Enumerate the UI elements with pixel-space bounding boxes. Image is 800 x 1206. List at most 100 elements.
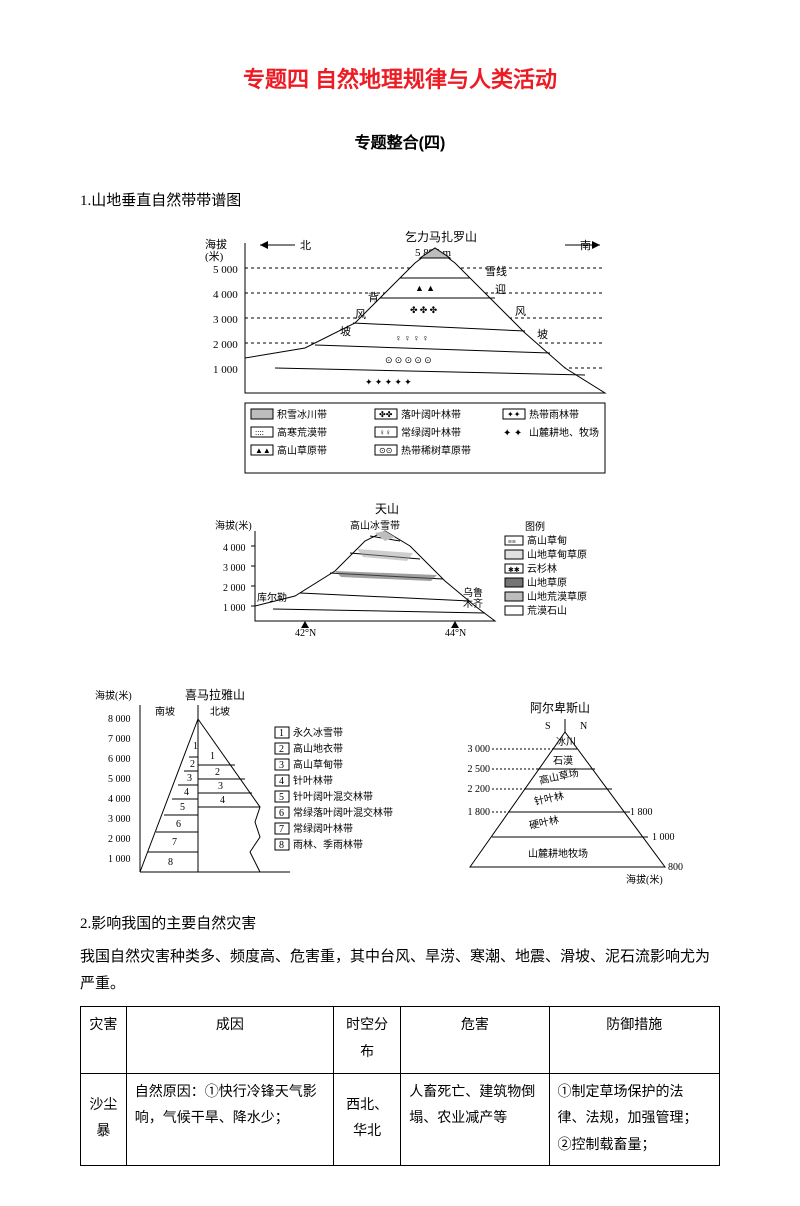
- rtick: 800: [668, 862, 683, 873]
- svg-text:1: 1: [210, 751, 215, 762]
- ytick: 3 000: [108, 814, 131, 825]
- svg-text:▲▲: ▲▲: [255, 446, 271, 455]
- svg-text:1: 1: [279, 728, 284, 739]
- svg-text:⊙⊙: ⊙⊙: [379, 446, 392, 455]
- fig2-ylabel: 海拔(米): [215, 519, 252, 532]
- legend-item: 针叶阔叶混交林带: [293, 790, 373, 803]
- legend-item: 常绿阔叶林带: [293, 822, 353, 835]
- ltick: 3 000: [468, 744, 491, 755]
- cell-prevent: ①制定草场保护的法律、法规，加强管理； ②控制载畜量；: [549, 1073, 719, 1166]
- cell-cause: 自然原因：①快行冷锋天气影响，气候干旱、降水少；: [126, 1073, 333, 1166]
- svg-text:✦✦: ✦✦: [507, 410, 521, 419]
- band: 山麓耕地牧场: [528, 847, 588, 860]
- ytick: 1 000: [223, 603, 246, 614]
- svg-text:::::: ::::: [255, 428, 264, 437]
- ytick: 7 000: [108, 734, 131, 745]
- slope-right: 风: [515, 305, 526, 318]
- legend-item: 山地草原: [527, 576, 567, 589]
- th-cause: 成因: [126, 1007, 333, 1073]
- band: 硬叶林: [528, 813, 560, 832]
- page-title: 专题四 自然地理规律与人类活动: [80, 60, 720, 100]
- legend-item: 山地荒漠草原: [527, 590, 587, 603]
- ltick: 2 200: [468, 784, 491, 795]
- svg-text:5: 5: [180, 802, 185, 813]
- ytick: 1 000: [108, 854, 131, 865]
- svg-text:✦ ✦ ✦ ✦ ✦: ✦ ✦ ✦ ✦ ✦: [365, 377, 412, 387]
- svg-text:8: 8: [279, 840, 284, 851]
- cell-dist: 西北、华北: [334, 1073, 401, 1166]
- ytick: 3 000: [223, 563, 246, 574]
- svg-text:3: 3: [279, 760, 284, 771]
- svg-text:2: 2: [190, 759, 195, 770]
- legend-item: 雨林、季雨林带: [293, 838, 363, 851]
- svg-text:4: 4: [220, 795, 225, 806]
- ytick: 2 000: [213, 339, 238, 351]
- band: 针叶林: [533, 789, 565, 808]
- svg-text:4: 4: [279, 776, 284, 787]
- section-2-intro: 我国自然灾害种类多、频度高、危害重，其中台风、旱涝、寒潮、地震、滑坡、泥石流影响…: [80, 944, 720, 998]
- svg-text:✱✱: ✱✱: [508, 566, 520, 574]
- left-lat: 42°N: [295, 628, 316, 639]
- figure-kilimanjaro: 海拔(米) 1 000 2 000 3 000 4 000 5 000 北 南 …: [80, 223, 720, 493]
- north-slope: 北坡: [210, 705, 230, 718]
- svg-text:3: 3: [218, 781, 223, 792]
- ytick: 5 000: [213, 264, 238, 276]
- legend-item: 高山地衣带: [293, 742, 343, 755]
- th-name: 灾害: [81, 1007, 127, 1073]
- slope-left: 背: [368, 290, 379, 304]
- y-axis-label: 海拔(米): [205, 237, 227, 263]
- ytick: 2 000: [223, 583, 246, 594]
- figure-alps: 阿尔卑斯山 S N 冰川 石漠 高山草场 针叶林 硬叶林 山麓耕地牧场 3 00…: [430, 697, 710, 897]
- cell-harm: 人畜死亡、建筑物倒塌、农业减产等: [401, 1073, 549, 1166]
- legend-item: 永久冰雪带: [293, 726, 343, 739]
- section-1-heading: 1.山地垂直自然带带谱图: [80, 188, 720, 215]
- ytick: 3 000: [213, 314, 238, 326]
- svg-text:3: 3: [187, 773, 192, 784]
- ytick: 6 000: [108, 754, 131, 765]
- legend-item: 高山草甸: [527, 534, 567, 547]
- slope-right: 迎: [495, 283, 506, 296]
- legend-item: 云杉林: [527, 562, 557, 575]
- peak-name: 乞力马扎罗山: [405, 230, 477, 244]
- n-label: N: [580, 721, 587, 732]
- legend-item: 高山草甸带: [293, 758, 343, 771]
- fig3-title: 喜马拉雅山: [185, 687, 245, 702]
- ytick: 8 000: [108, 714, 131, 725]
- legend-item: 高山草原带: [277, 444, 327, 457]
- svg-text:6: 6: [176, 819, 181, 830]
- fig2-topband: 高山冰雪带: [350, 519, 400, 532]
- legend-item: 落叶阔叶林带: [401, 408, 461, 421]
- th-dist: 时空分布: [334, 1007, 401, 1073]
- svg-text:2: 2: [279, 744, 284, 755]
- th-prevent: 防御措施: [549, 1007, 719, 1073]
- legend-item: 热带雨林带: [529, 408, 579, 421]
- svg-text:7: 7: [172, 837, 177, 848]
- figure-tianshan: 天山 高山冰雪带 海拔(米) 1 000 2 000 3 000 4 000 库…: [80, 501, 720, 671]
- legend-item: 山麓耕地、牧场: [529, 426, 599, 439]
- south-slope: 南坡: [155, 705, 175, 718]
- legend-item: 积雪冰川带: [277, 408, 327, 421]
- svg-text:7: 7: [279, 824, 284, 835]
- svg-text:5: 5: [279, 792, 284, 803]
- svg-text:♀ ♀ ♀ ♀: ♀ ♀ ♀ ♀: [395, 333, 429, 343]
- slope-left: 坡: [340, 325, 351, 338]
- svg-text:✤ ✤ ✤: ✤ ✤ ✤: [410, 305, 438, 315]
- fig4-title: 阿尔卑斯山: [530, 700, 590, 715]
- figure-himalaya: 海拔(米) 喜马拉雅山 1 000 2 000 3 000 4 000 5 00…: [90, 687, 420, 897]
- svg-text:8: 8: [168, 857, 173, 868]
- svg-text:⊙ ⊙ ⊙ ⊙ ⊙: ⊙ ⊙ ⊙ ⊙ ⊙: [385, 355, 432, 365]
- disaster-table: 灾害 成因 时空分布 危害 防御措施 沙尘暴 自然原因：①快行冷锋天气影响，气候…: [80, 1006, 720, 1166]
- svg-text:✦ ✦: ✦ ✦: [503, 428, 522, 439]
- svg-text:4: 4: [184, 787, 189, 798]
- ytick: 5 000: [108, 774, 131, 785]
- legend-item: 荒漠石山: [527, 605, 567, 617]
- ytick: 2 000: [108, 834, 131, 845]
- section-2-heading: 2.影响我国的主要自然灾害: [80, 911, 720, 938]
- legend-item: 高寒荒漠带: [277, 426, 327, 439]
- snowline-label: 雪线: [485, 264, 507, 278]
- svg-text:♀♀: ♀♀: [379, 428, 391, 437]
- svg-text:✤✤: ✤✤: [379, 410, 393, 419]
- table-row: 沙尘暴 自然原因：①快行冷锋天气影响，气候干旱、降水少； 西北、华北 人畜死亡、…: [81, 1073, 720, 1166]
- right-lat: 44°N: [445, 628, 466, 639]
- ltick: 1 800: [468, 807, 491, 818]
